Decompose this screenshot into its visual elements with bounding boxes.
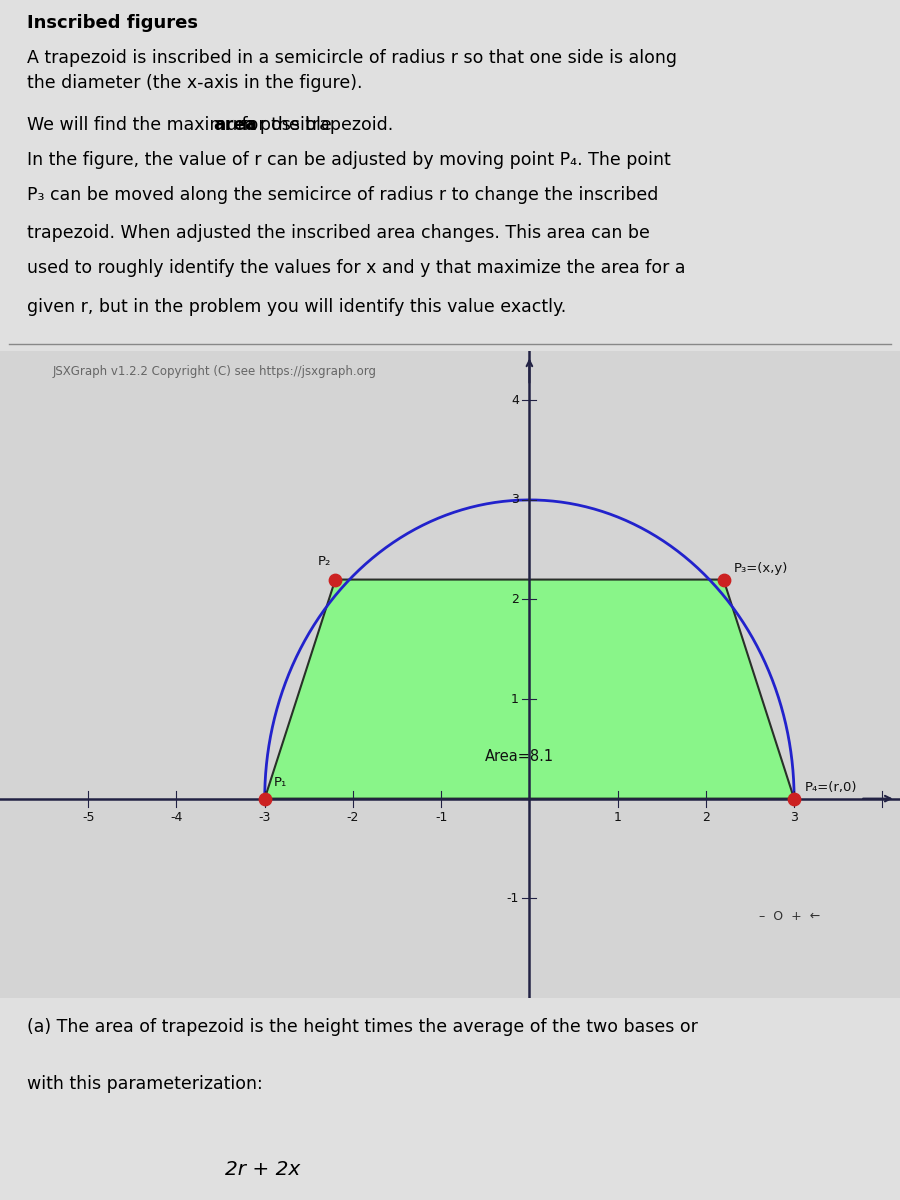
Text: We will find the maximum possible: We will find the maximum possible — [27, 115, 338, 133]
Text: 2: 2 — [702, 810, 710, 823]
Text: 4: 4 — [511, 394, 518, 407]
Text: P₂: P₂ — [318, 554, 331, 568]
Point — [257, 790, 272, 809]
Text: 3: 3 — [511, 493, 518, 506]
Text: (a) The area of trapezoid is the height times the average of the two bases or: (a) The area of trapezoid is the height … — [27, 1018, 698, 1036]
Text: 1: 1 — [511, 692, 518, 706]
Text: for the trapezoid.: for the trapezoid. — [236, 115, 393, 133]
Polygon shape — [265, 580, 794, 799]
Text: -5: -5 — [82, 810, 94, 823]
Text: -2: -2 — [346, 810, 359, 823]
Text: –  O  +  ←: – O + ← — [760, 910, 821, 923]
Text: P₁: P₁ — [274, 775, 287, 788]
Text: P₃=(x,y): P₃=(x,y) — [734, 562, 788, 575]
Text: -3: -3 — [258, 810, 271, 823]
Text: JSXGraph v1.2.2 Copyright (C) see https://jsxgraph.org: JSXGraph v1.2.2 Copyright (C) see https:… — [53, 366, 377, 378]
Text: given r, but in the problem you will identify this value exactly.: given r, but in the problem you will ide… — [27, 298, 566, 316]
Text: Inscribed figures: Inscribed figures — [27, 14, 198, 32]
Text: 3: 3 — [790, 810, 798, 823]
Text: with this parameterization:: with this parameterization: — [27, 1075, 263, 1093]
Point — [787, 790, 801, 809]
Text: -1: -1 — [435, 810, 447, 823]
Text: In the figure, the value of r can be adjusted by moving point P₄. The point: In the figure, the value of r can be adj… — [27, 151, 670, 169]
Text: A trapezoid is inscribed in a semicircle of radius r so that one side is along
t: A trapezoid is inscribed in a semicircle… — [27, 49, 677, 92]
Text: P₃ can be moved along the semicirce of radius r to change the inscribed: P₃ can be moved along the semicirce of r… — [27, 186, 659, 204]
Text: -4: -4 — [170, 810, 183, 823]
Text: -1: -1 — [507, 892, 518, 905]
Text: area: area — [213, 115, 257, 133]
Text: 2r + 2x: 2r + 2x — [225, 1159, 301, 1178]
Text: 2: 2 — [511, 593, 518, 606]
Text: 1: 1 — [614, 810, 622, 823]
Text: P₄=(r,0): P₄=(r,0) — [805, 781, 857, 793]
Point — [716, 570, 731, 589]
Text: Area=8.1: Area=8.1 — [485, 749, 554, 763]
Point — [328, 570, 343, 589]
Text: used to roughly identify the values for x and y that maximize the area for a: used to roughly identify the values for … — [27, 259, 686, 277]
Text: trapezoid. When adjusted the inscribed area changes. This area can be: trapezoid. When adjusted the inscribed a… — [27, 224, 650, 242]
